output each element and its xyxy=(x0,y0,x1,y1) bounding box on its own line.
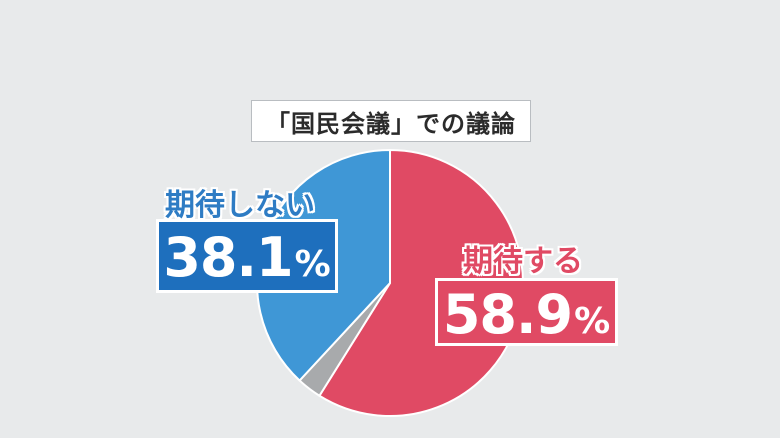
negative-value-box: 38.1 % xyxy=(156,219,338,293)
negative-slice-label: 期待しない xyxy=(165,188,315,223)
positive-unit: % xyxy=(574,301,611,342)
negative-unit: % xyxy=(294,244,331,285)
positive-slice-label: 期待する xyxy=(463,244,583,279)
positive-value: 58.9 xyxy=(442,283,573,346)
chart-title: 「国民会議」での議論 xyxy=(251,100,531,142)
negative-value: 38.1 xyxy=(163,226,293,289)
positive-value-box: 58.9 % xyxy=(435,278,618,346)
